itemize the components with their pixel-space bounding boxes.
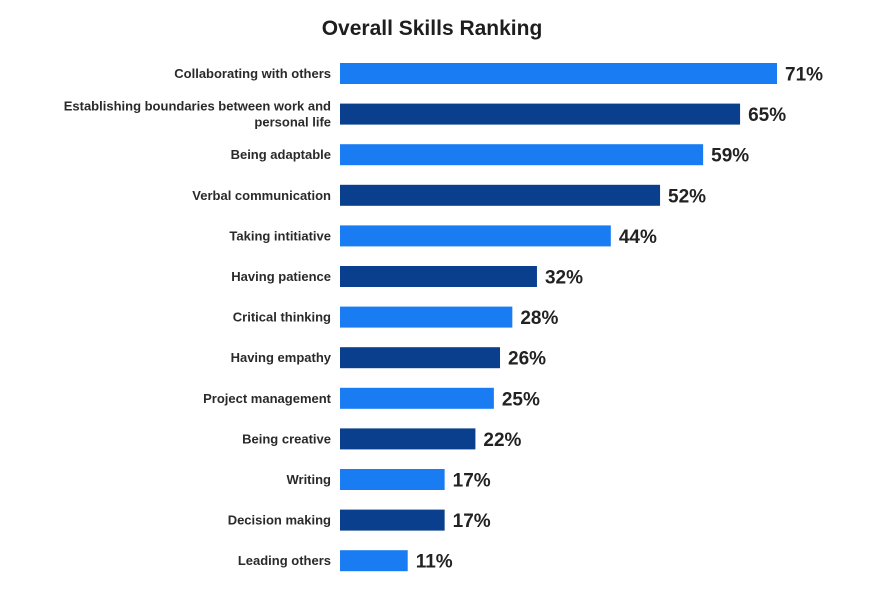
category-label: Taking intitiative: [229, 228, 331, 243]
value-label: 28%: [520, 308, 558, 329]
value-label: 17%: [453, 471, 491, 492]
bar: [340, 184, 661, 206]
category-label: Establishing boundaries between work and…: [64, 99, 331, 130]
value-label: 44%: [619, 227, 657, 248]
category-label: Being creative: [242, 431, 331, 446]
category-label: Critical thinking: [233, 310, 331, 325]
bar: [340, 387, 494, 409]
bar: [340, 347, 501, 369]
value-label: 71%: [785, 65, 823, 86]
value-label: 32%: [545, 268, 583, 289]
value-label: 25%: [502, 389, 540, 410]
value-label: 65%: [748, 105, 786, 126]
category-label: Verbal communication: [192, 188, 331, 203]
bar: [340, 225, 611, 247]
bar: [340, 550, 408, 572]
value-label: 22%: [483, 430, 521, 451]
bar: [340, 469, 445, 490]
bar: [340, 306, 513, 328]
value-label: 26%: [508, 349, 546, 370]
bar: [340, 103, 741, 125]
bar: [340, 266, 537, 287]
bar: [340, 428, 476, 450]
category-label: Collaborating with others: [174, 66, 331, 81]
bars-group: Collaborating with others 71% Establishing…: [64, 63, 823, 573]
bar: [340, 144, 704, 166]
category-label: Having empathy: [231, 350, 332, 365]
category-label: Having patience: [231, 269, 331, 284]
category-label: Project management: [203, 391, 332, 406]
value-label: 17%: [453, 511, 491, 532]
category-label: Decision making: [228, 513, 331, 528]
value-label: 52%: [668, 186, 706, 207]
chart-title: Overall Skills Ranking: [322, 17, 543, 40]
value-label: 11%: [416, 552, 453, 573]
category-label: Leading others: [238, 553, 331, 568]
bar: [340, 509, 445, 531]
value-label: 59%: [711, 146, 749, 167]
category-label: Being adaptable: [231, 147, 331, 162]
category-label: Writing: [286, 472, 331, 487]
bar: [340, 63, 777, 84]
